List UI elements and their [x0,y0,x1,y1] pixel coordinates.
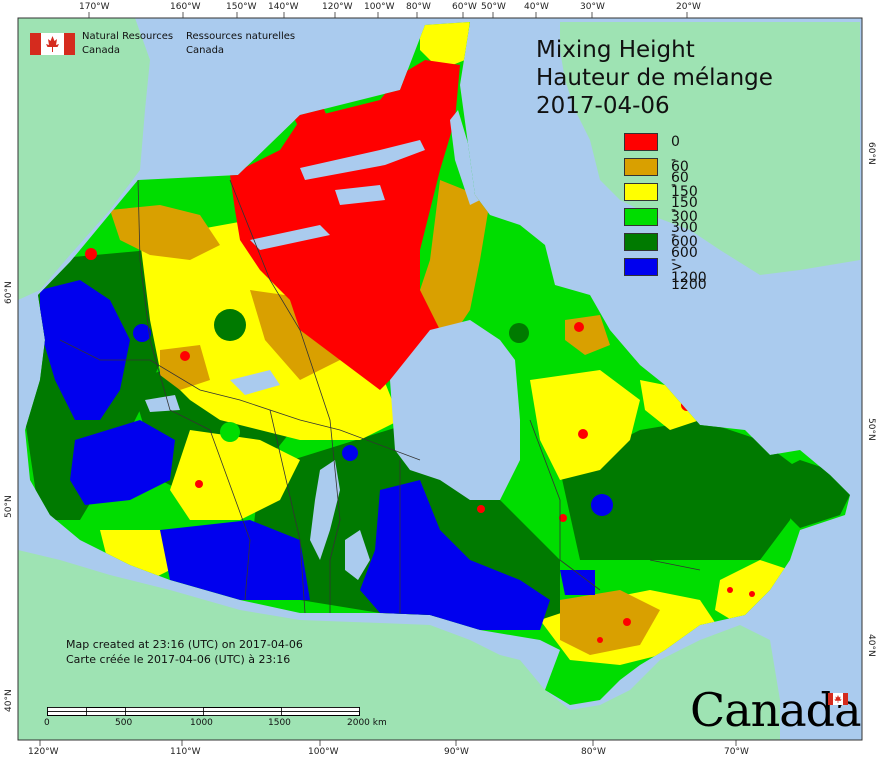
title-en: Mixing Height [536,37,695,63]
province-borders [59,179,701,614]
graticule-top-label: 100°W [364,2,395,12]
legend-swatch [624,233,658,251]
iceland-land [820,215,860,255]
legend-label: 600 - 1200 [671,234,707,286]
creation-note-fr: Carte créée le 2017-04-06 (UTC) à 23:16 [66,653,291,666]
scale-label: 1000 [190,718,213,728]
scale-bar-graphic [47,707,360,716]
usa-land [18,550,780,740]
map-title: Mixing Height Hauteur de mélange 2017-04… [536,36,773,120]
title-fr: Hauteur de mélange [536,65,773,91]
agency-country-en: Canada [82,45,121,56]
alaska-land [18,18,150,300]
graticule-left-label: 40°N [4,689,14,712]
graticule-bottom-label: 120°W [28,747,59,757]
wordmark-flag-icon [828,693,848,705]
graticule-right-label: 40°N [866,634,876,657]
legend-swatch [624,133,658,151]
scale-label: 2000 km [347,718,387,728]
agency-name-fr: Ressources naturelles [186,31,296,42]
graticule-top-label: 140°W [268,2,299,12]
graticule-top-label: 120°W [322,2,353,12]
graticule-top-label: 170°W [79,2,110,12]
legend-swatch [624,258,658,276]
legend-swatch [624,158,658,176]
legend-swatch [624,183,658,201]
graticule-bottom-label: 80°W [581,747,606,757]
graticule-top-label: 20°W [676,2,701,12]
graticule-top-label: 50°W [481,2,506,12]
scale-label: 1500 [268,718,291,728]
graticule-top-label: 160°W [170,2,201,12]
scale-label: 500 [115,718,133,728]
legend-label: > 1200 [671,259,707,293]
legend-label: 60 - 150 [671,159,698,211]
scale-bar: 0 500 1000 1500 2000 km [44,704,387,728]
legend-label: 150 - 300 [671,184,698,236]
legend-label: 300 - 600 [671,209,698,261]
scale-label: 0 [44,718,50,728]
graticule-right-label: 50°N [866,418,876,441]
canada-flag-icon [30,33,75,55]
map-border [17,17,863,741]
graticule-bottom-label: 100°W [308,747,339,757]
graticule-bottom-label: 110°W [170,747,201,757]
graticule-left-label: 60°N [4,281,14,304]
graticule-bottom-label: 90°W [444,747,469,757]
graticule-bottom-label: 70°W [724,747,749,757]
graticule-right-label: 60°N [866,142,876,165]
graticule-left-label: 50°N [4,495,14,518]
graticule-ticks [39,12,737,746]
legend-swatch [624,208,658,226]
agency-country-fr: Canada [186,45,225,56]
graticule-top-label: 80°W [406,2,431,12]
legend-label: 0 - 60 [671,134,689,186]
graticule-top-label: 40°W [524,2,549,12]
canada-wordmark: Canada [690,683,862,737]
graticule-top-label: 150°W [226,2,257,12]
greenland-land [560,22,860,275]
creation-note: Map created at 23:16 (UTC) on 2017-04-06… [66,637,303,667]
graticule-top-label: 30°W [580,2,605,12]
graticule-top-label: 60°W [452,2,477,12]
creation-note-en: Map created at 23:16 (UTC) on 2017-04-06 [66,638,303,651]
title-date: 2017-04-06 [536,93,670,119]
agency-name-en: Natural Resources [82,31,174,42]
